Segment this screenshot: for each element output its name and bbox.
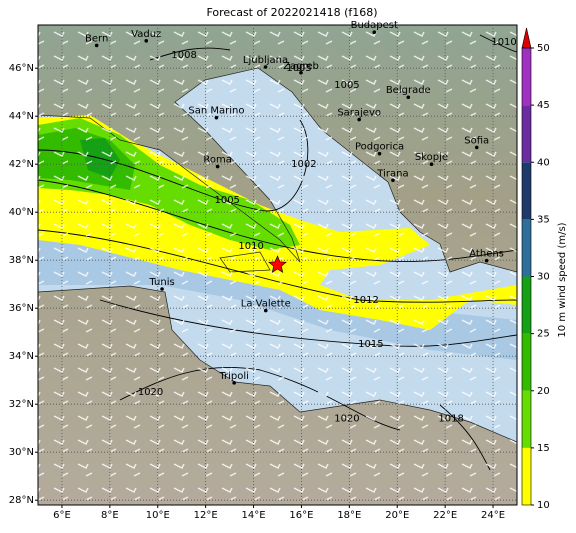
isobar-label: 1020 xyxy=(138,387,163,398)
city-label: Bern xyxy=(85,33,108,44)
isobar-label: 1015 xyxy=(358,339,383,350)
y-tick-label: 38°N xyxy=(9,255,34,266)
isobar-label: 1020 xyxy=(334,414,359,425)
city-label: La Valette xyxy=(241,299,291,310)
x-tick-label: 8°E xyxy=(101,510,119,521)
city-dot xyxy=(372,30,377,34)
city-dot xyxy=(299,70,303,75)
city-dot xyxy=(474,145,479,150)
city-label: Budapest xyxy=(351,20,398,31)
y-tick-label: 36°N xyxy=(9,303,34,314)
colorbar-extend xyxy=(521,27,532,49)
x-tick-label: 6°E xyxy=(53,510,71,521)
x-tick-label: 20°E xyxy=(385,510,409,521)
city-label: Skopje xyxy=(415,152,448,163)
city-dot xyxy=(160,287,164,291)
colorbar-tick-label: 15 xyxy=(537,443,550,454)
city-dot xyxy=(214,115,219,120)
city-label: Sofia xyxy=(464,135,489,146)
x-tick-label: 24°E xyxy=(481,510,505,521)
y-tick-label: 32°N xyxy=(9,399,34,410)
city-dot xyxy=(94,43,99,48)
city-label: Zagreb xyxy=(283,61,319,72)
city-label: Tunis xyxy=(148,277,174,288)
y-tick-label: 46°N xyxy=(9,63,34,74)
city-label: Podgorica xyxy=(355,142,404,153)
city-dot xyxy=(144,39,149,43)
colorbar-segment xyxy=(522,447,531,505)
colorbar-label: 10 m wind speed (m/s) xyxy=(557,222,568,337)
isobar-label: 1018 xyxy=(438,414,463,425)
colorbar-tick-label: 45 xyxy=(537,100,550,111)
y-tick-label: 42°N xyxy=(9,159,34,170)
y-tick-label: 28°N xyxy=(9,495,34,506)
map-frame xyxy=(37,24,518,506)
city-label: Athens xyxy=(469,249,504,260)
isobar-label: 1005 xyxy=(214,195,239,206)
isobar-label: 1008 xyxy=(171,50,196,61)
city-label: Vaduz xyxy=(131,29,161,40)
colorbar-segment xyxy=(522,276,531,334)
colorbar-tick-label: 50 xyxy=(537,43,550,54)
colorbar-tick-label: 40 xyxy=(537,157,550,168)
city-dot xyxy=(232,381,236,385)
city-label: Ljubljana xyxy=(243,55,288,66)
colorbar-segment xyxy=(522,333,531,391)
x-tick-label: 18°E xyxy=(337,510,361,521)
isobar-label: 1005 xyxy=(286,63,311,74)
x-tick-label: 12°E xyxy=(194,510,218,521)
city-dot xyxy=(429,162,434,166)
colorbar-segment xyxy=(522,162,531,220)
city-label: San Marino xyxy=(188,106,244,117)
city-label: Sarajevo xyxy=(337,108,381,119)
colorbar-segment xyxy=(522,219,531,277)
colorbar-segment xyxy=(522,105,531,163)
y-tick-label: 30°N xyxy=(9,447,34,458)
city-label: Roma xyxy=(203,155,232,166)
isobar-label: 1012 xyxy=(353,295,378,306)
y-tick-label: 40°N xyxy=(9,207,34,218)
isobar-label: 1010 xyxy=(491,37,516,48)
y-tick-label: 44°N xyxy=(9,111,34,122)
isobar-label: 1010 xyxy=(238,241,263,252)
colorbar-tick-label: 30 xyxy=(537,272,550,283)
location-marker xyxy=(268,255,287,273)
colorbar-tick-label: 20 xyxy=(537,386,550,397)
x-tick-label: 16°E xyxy=(289,510,313,521)
city-dot xyxy=(391,178,395,183)
colorbar-tick-label: 10 xyxy=(537,500,550,511)
colorbar-tick-label: 25 xyxy=(537,329,550,340)
city-label: Tirana xyxy=(376,168,408,179)
x-tick-label: 10°E xyxy=(146,510,170,521)
city-dot xyxy=(357,117,361,122)
city-dot xyxy=(263,65,268,69)
x-tick-label: 22°E xyxy=(433,510,457,521)
y-tick-label: 34°N xyxy=(9,351,34,362)
colorbar-tick-label: 35 xyxy=(537,214,550,225)
city-label: Tripoli xyxy=(218,371,249,382)
city-dot xyxy=(406,95,411,100)
x-tick-label: 14°E xyxy=(242,510,266,521)
colorbar-segment xyxy=(522,48,531,106)
city-label: Belgrade xyxy=(386,85,431,96)
city-dot xyxy=(484,258,489,263)
colorbar-segment xyxy=(522,390,531,448)
isobar-label: 1005 xyxy=(334,80,359,91)
map-title: Forecast of 2022021418 (f168) xyxy=(206,6,377,19)
isobar-label: 1002 xyxy=(291,159,316,170)
city-dot xyxy=(263,308,268,313)
city-dot xyxy=(215,164,220,169)
city-dot xyxy=(377,151,382,156)
